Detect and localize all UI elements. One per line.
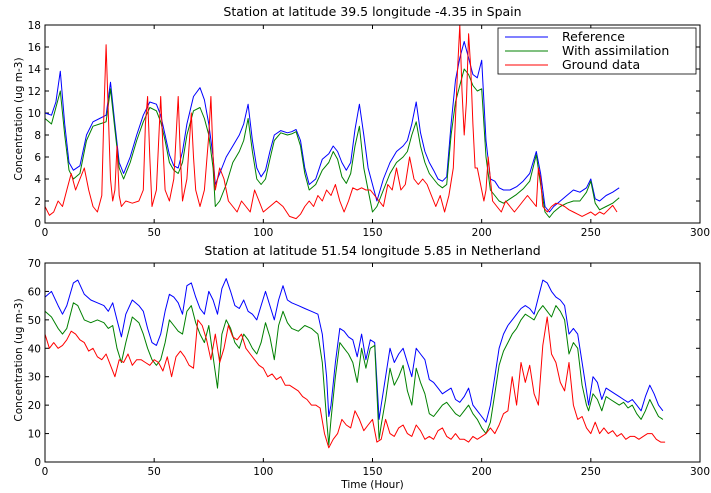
- series-line-with-assimilation: [44, 302, 664, 446]
- y-axis-label: Concentration (ug m-3): [13, 298, 25, 421]
- y-tick-label: 2: [34, 196, 41, 208]
- series-line-reference: [44, 41, 620, 213]
- chart-netherland: Station at latitude 51.54 longitude 5.85…: [13, 243, 710, 491]
- x-tick-label: 50: [147, 227, 160, 239]
- series-line-ground-data: [44, 316, 666, 449]
- chart-spain: Station at latitude 39.5 longitude -4.35…: [13, 4, 710, 239]
- y-tick-label: 8: [34, 130, 41, 142]
- y-tick-label: 6: [34, 152, 41, 164]
- x-tick-label: 100: [253, 227, 273, 239]
- chart-title: Station at latitude 39.5 longitude -4.35…: [223, 4, 521, 19]
- tick-group: 0 50 100 150 200 250 300 0 2 4 6 8 10 12 14 16 18: [28, 20, 710, 239]
- y-tick-label: 0: [34, 218, 41, 230]
- x-tick-label: 50: [147, 466, 160, 478]
- plot-frame: [44, 262, 701, 463]
- y-tick-label: 40: [28, 343, 41, 355]
- y-tick-label: 4: [34, 174, 41, 186]
- y-tick-label: 10: [28, 108, 41, 120]
- y-axis-label: Concentration (ug m-3): [13, 57, 25, 180]
- legend-label-assimilation: With assimilation: [562, 43, 669, 58]
- x-tick-label: 250: [581, 227, 601, 239]
- series-line-ground-data: [44, 24, 618, 220]
- y-tick-label: 12: [28, 86, 41, 98]
- legend: Reference With assimilation Ground data: [497, 27, 697, 75]
- x-axis-label: Time (Hour): [340, 479, 404, 491]
- x-tick-label: 300: [690, 466, 710, 478]
- series-line-reference: [44, 278, 664, 423]
- y-tick-label: 60: [28, 286, 41, 298]
- plot-frame: [44, 24, 701, 224]
- y-tick-label: 20: [28, 400, 41, 412]
- x-tick-label: 100: [253, 466, 273, 478]
- legend-label-ground: Ground data: [562, 57, 640, 72]
- chart-title: Station at latitude 51.54 longitude 5.85…: [204, 243, 540, 258]
- x-tick-label: 0: [42, 466, 49, 478]
- x-tick-label: 150: [362, 466, 382, 478]
- y-tick-label: 16: [28, 42, 42, 54]
- y-tick-label: 30: [28, 372, 41, 384]
- y-tick-label: 10: [28, 429, 41, 441]
- x-tick-label: 300: [690, 227, 710, 239]
- y-tick-label: 70: [28, 258, 41, 270]
- x-tick-label: 0: [42, 227, 49, 239]
- plot-area: [44, 24, 620, 220]
- x-tick-label: 150: [362, 227, 382, 239]
- y-tick-label: 0: [34, 457, 41, 469]
- x-tick-label: 200: [472, 466, 492, 478]
- tick-group: 0 50 100 150 200 250 300 0 10 20 30 40 50 60 70: [28, 258, 710, 478]
- y-tick-label: 50: [28, 315, 41, 327]
- y-tick-label: 18: [28, 20, 41, 32]
- y-tick-label: 14: [28, 64, 42, 76]
- series-line-with-assimilation: [44, 68, 620, 218]
- x-tick-label: 200: [472, 227, 492, 239]
- x-tick-label: 250: [581, 466, 601, 478]
- legend-label-reference: Reference: [562, 29, 625, 44]
- plot-area: [44, 278, 666, 449]
